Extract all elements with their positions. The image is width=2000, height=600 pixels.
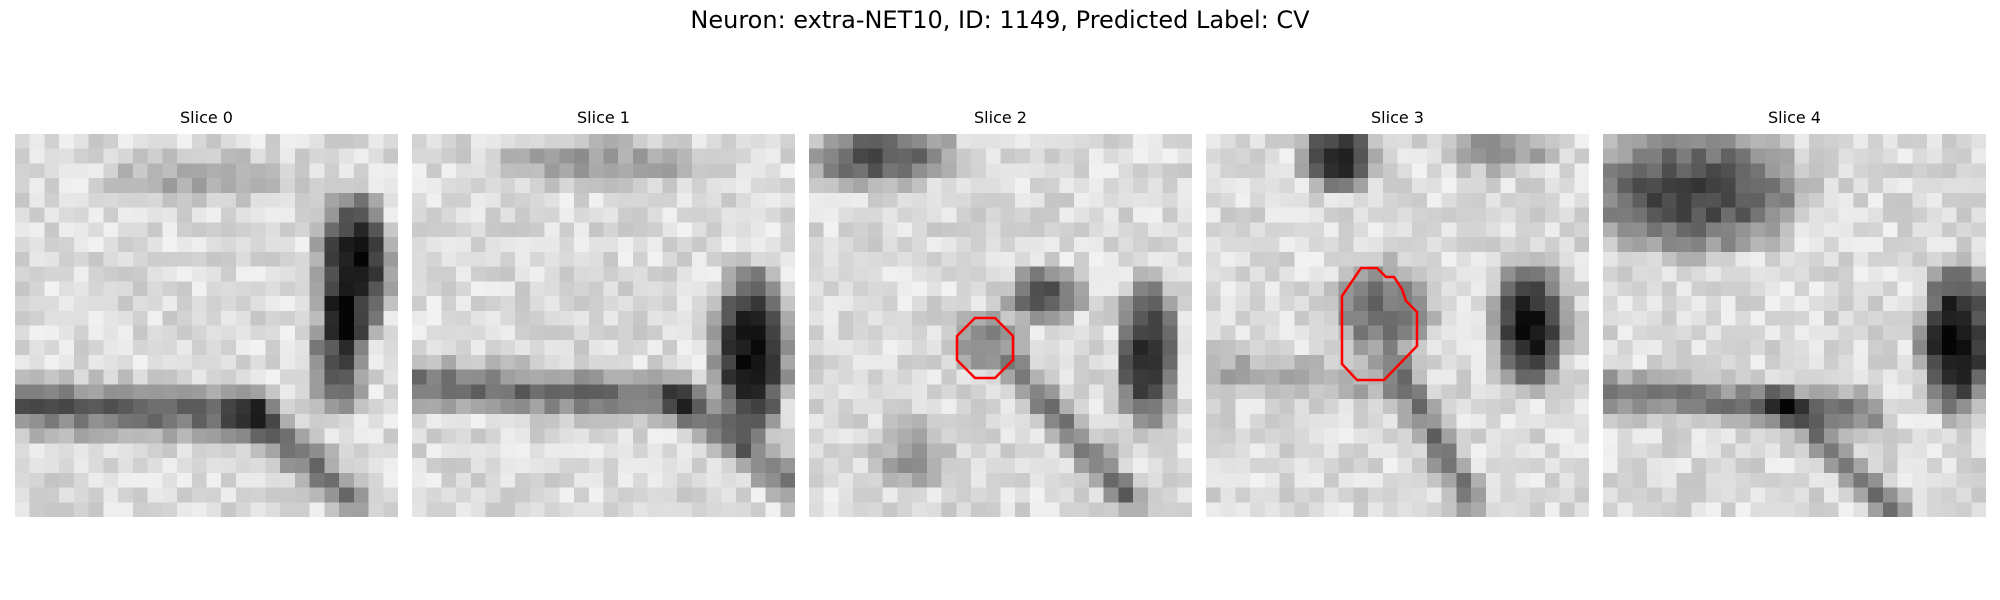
slice-title-4: Slice 4	[1768, 108, 1821, 127]
microscopy-slice-image-4	[1603, 134, 1986, 517]
slice-title-0: Slice 0	[180, 108, 233, 127]
microscopy-slice-image-1	[412, 134, 795, 517]
slice-title-3: Slice 3	[1371, 108, 1424, 127]
slice-title-2: Slice 2	[974, 108, 1027, 127]
microscopy-slice-image-2	[809, 134, 1192, 517]
figure-title: Neuron: extra-NET10, ID: 1149, Predicted…	[690, 6, 1310, 34]
microscopy-slice-image-3	[1206, 134, 1589, 517]
slice-title-1: Slice 1	[577, 108, 630, 127]
roi-outline-2	[955, 316, 1015, 380]
roi-outline-3	[1340, 266, 1419, 382]
microscopy-slice-image-0	[15, 134, 398, 517]
